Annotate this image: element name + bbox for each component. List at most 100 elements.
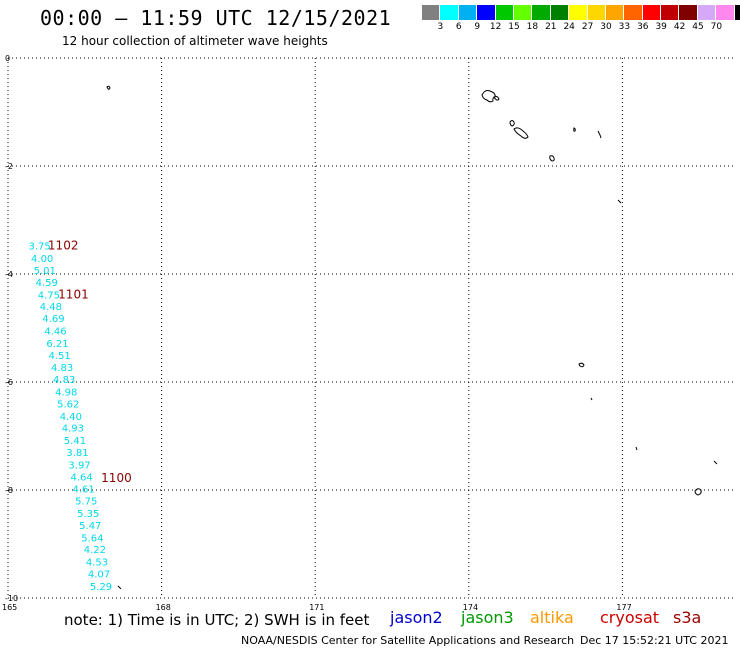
track-end-marker bbox=[117, 585, 122, 590]
swh-reading: 4.22 bbox=[84, 545, 106, 556]
legend-label: 6 bbox=[455, 22, 462, 32]
legend-label: 18 bbox=[526, 22, 539, 32]
track-labels: 1102 1101 1100 bbox=[48, 239, 132, 485]
legend-label: 21 bbox=[545, 22, 557, 32]
legend-swatch bbox=[661, 5, 680, 20]
island-tarawa bbox=[578, 362, 585, 368]
swh-readings: 3.754.005.014.594.754.484.694.46 6.214.51… bbox=[28, 242, 122, 593]
longitude-tick-label: 165 bbox=[2, 603, 17, 612]
map-title: 00:00 – 11:59 UTC 12/15/2021 bbox=[40, 6, 392, 30]
track-label: 1100 bbox=[101, 471, 132, 485]
swh-reading: 5.41 bbox=[64, 436, 86, 447]
swh-reading: 4.00 bbox=[31, 254, 53, 265]
legend-swatch bbox=[513, 5, 533, 20]
track-label: 1102 bbox=[48, 239, 79, 253]
swh-reading: 5.62 bbox=[57, 399, 79, 410]
mission-altika: altika bbox=[530, 608, 574, 627]
swh-reading: 3.75 bbox=[28, 242, 50, 253]
legend-swatch bbox=[422, 5, 441, 20]
coastlines bbox=[106, 85, 718, 496]
swh-reading: 4.51 bbox=[48, 351, 70, 362]
mission-cryosat: cryosat bbox=[600, 608, 660, 627]
legend-label: 70 bbox=[710, 22, 723, 32]
swh-reading: 4.93 bbox=[62, 424, 84, 435]
swh-reading: 5.29 bbox=[90, 582, 112, 593]
legend-swatch bbox=[477, 5, 496, 20]
longitude-tick-label: 177 bbox=[616, 603, 631, 612]
swh-reading: 4.64 bbox=[70, 472, 92, 483]
island-majuro-a bbox=[509, 120, 515, 127]
swh-reading: 4.46 bbox=[44, 326, 66, 337]
legend-swatch bbox=[550, 5, 570, 20]
legend-label: 24 bbox=[563, 22, 575, 32]
legend-swatch bbox=[716, 5, 735, 20]
legend-label: 36 bbox=[637, 22, 649, 32]
footer-note: note: 1) Time is in UTC; 2) SWH is in fe… bbox=[64, 611, 370, 629]
legend-swatch bbox=[569, 5, 588, 20]
swh-reading: 4.48 bbox=[40, 302, 62, 313]
legend-label: 33 bbox=[618, 22, 631, 32]
island-tabiteuea bbox=[713, 460, 718, 465]
swh-reading: 6.21 bbox=[46, 339, 68, 350]
island-maloelap bbox=[573, 127, 576, 132]
island-mili bbox=[549, 155, 555, 162]
island-beru bbox=[694, 488, 702, 496]
swh-reading: 3.97 bbox=[68, 460, 90, 471]
swh-reading: 5.01 bbox=[34, 266, 56, 277]
island-kwajalein bbox=[481, 90, 500, 103]
track-label: 1101 bbox=[58, 287, 89, 301]
longitude-tick-label: 174 bbox=[463, 603, 478, 612]
legend-label: 39 bbox=[655, 22, 667, 32]
legend-label: 27 bbox=[581, 22, 594, 32]
credit-line: NOAA/NESDIS Center for Satellite Applica… bbox=[241, 634, 575, 647]
swh-reading: 4.53 bbox=[86, 558, 108, 569]
swh-reading: 4.40 bbox=[60, 412, 82, 423]
island-abemama bbox=[590, 397, 593, 401]
legend-swatch bbox=[697, 5, 717, 20]
latitude-tick-label: -10 bbox=[5, 594, 18, 603]
island-nonouti bbox=[635, 446, 638, 451]
swh-reading: 3.81 bbox=[66, 448, 88, 459]
island-nauru bbox=[106, 85, 111, 90]
swh-reading: 4.69 bbox=[42, 314, 64, 325]
swh-reading: 4.59 bbox=[36, 278, 58, 289]
swh-reading: 4.98 bbox=[55, 388, 77, 399]
legend-swatch bbox=[532, 5, 551, 20]
legend-swatch bbox=[679, 5, 698, 20]
legend-swatch bbox=[642, 5, 662, 20]
mission-jason3: jason3 bbox=[461, 608, 514, 627]
latitude-tick-label: -4 bbox=[5, 270, 13, 279]
swh-reading: 5.47 bbox=[79, 521, 101, 532]
island-ebon bbox=[617, 199, 622, 204]
legend-label: 3 bbox=[437, 22, 444, 32]
island-arno bbox=[597, 130, 602, 139]
island-majuro-b bbox=[513, 127, 529, 139]
legend-swatch bbox=[458, 5, 478, 20]
swh-reading: 5.64 bbox=[81, 533, 103, 544]
generation-timestamp: Dec 17 15:52:21 UTC 2021 bbox=[580, 634, 729, 647]
longitude-tick-label: 168 bbox=[156, 603, 171, 612]
legend-label: 30 bbox=[600, 22, 612, 32]
mission-s3a: s3a bbox=[673, 608, 702, 627]
swh-reading: 4.83 bbox=[51, 363, 73, 374]
legend-label: 42 bbox=[673, 22, 686, 32]
swh-reading: 4.61 bbox=[73, 485, 95, 496]
map-subtitle: 12 hour collection of altimeter wave hei… bbox=[62, 34, 328, 48]
swh-reading: 4.07 bbox=[88, 569, 110, 580]
legend-swatch bbox=[734, 5, 740, 20]
legend-label: 15 bbox=[508, 22, 520, 32]
legend-swatch bbox=[495, 5, 514, 20]
legend-label: 9 bbox=[474, 22, 481, 32]
swh-reading: 4.83 bbox=[53, 375, 75, 386]
legend-label: 45 bbox=[692, 22, 704, 32]
latitude-tick-label: -6 bbox=[5, 378, 13, 387]
latitude-tick-label: -8 bbox=[5, 486, 13, 495]
legend-swatch bbox=[587, 5, 606, 20]
swh-reading: 5.75 bbox=[75, 497, 97, 508]
longitude-tick-label: 171 bbox=[309, 603, 324, 612]
latitude-tick-label: -2 bbox=[5, 162, 13, 171]
swh-reading: 4.75 bbox=[38, 290, 60, 301]
